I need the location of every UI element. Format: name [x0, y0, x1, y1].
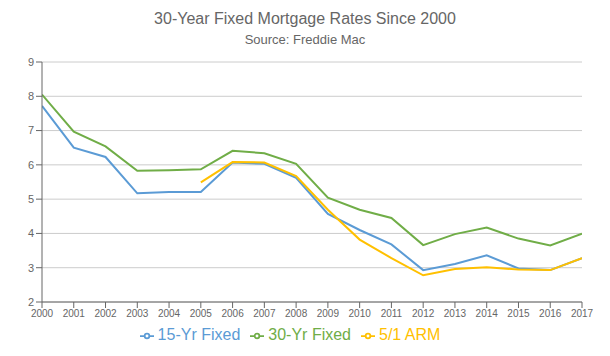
svg-text:2003: 2003 [126, 308, 149, 319]
svg-text:2005: 2005 [190, 308, 213, 319]
svg-text:2017: 2017 [571, 308, 594, 319]
svg-text:2012: 2012 [412, 308, 435, 319]
svg-text:7: 7 [28, 124, 34, 136]
svg-text:4: 4 [28, 227, 34, 239]
svg-text:2004: 2004 [158, 308, 181, 319]
svg-text:2002: 2002 [94, 308, 117, 319]
svg-text:2009: 2009 [317, 308, 340, 319]
svg-text:2014: 2014 [476, 308, 499, 319]
svg-text:2010: 2010 [349, 308, 372, 319]
svg-text:2006: 2006 [221, 308, 244, 319]
svg-text:3: 3 [28, 262, 34, 274]
svg-text:5: 5 [28, 193, 34, 205]
svg-text:2000: 2000 [31, 308, 54, 319]
svg-text:2013: 2013 [444, 308, 467, 319]
svg-text:6: 6 [28, 159, 34, 171]
svg-text:2011: 2011 [381, 308, 403, 319]
svg-text:8: 8 [28, 90, 34, 102]
html-text:5/1 ARM: 5/1 ARM [379, 326, 441, 343]
html-text:30-Yr Fixed: 30-Yr Fixed [268, 326, 351, 343]
svg-text:2001: 2001 [63, 308, 86, 319]
svg-text:2: 2 [28, 296, 34, 308]
svg-text:9: 9 [28, 56, 34, 68]
html-text:Source: Freddie Mac: Source: Freddie Mac [244, 32, 366, 47]
html-text:30-Year Fixed Mortgage Rates S: 30-Year Fixed Mortgage Rates Since 2000 [154, 10, 456, 27]
svg-text:2007: 2007 [253, 308, 276, 319]
svg-text:2015: 2015 [507, 308, 530, 319]
svg-text:2008: 2008 [285, 308, 308, 319]
html-text:15-Yr Fixed: 15-Yr Fixed [157, 326, 241, 343]
svg-text:2016: 2016 [539, 308, 562, 319]
